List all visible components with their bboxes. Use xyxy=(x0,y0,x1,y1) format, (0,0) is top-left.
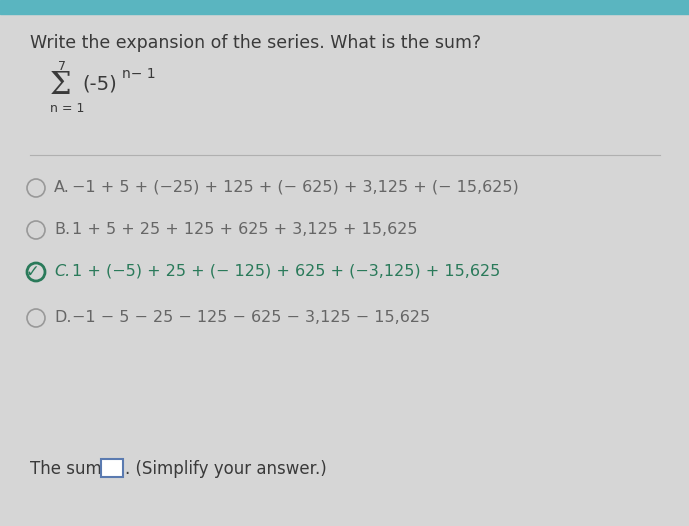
Circle shape xyxy=(27,179,45,197)
Circle shape xyxy=(27,309,45,327)
Text: 1 + (−5) + 25 + (− 125) + 625 + (−3,125) + 15,625: 1 + (−5) + 25 + (− 125) + 625 + (−3,125)… xyxy=(72,264,500,279)
Text: n− 1: n− 1 xyxy=(122,67,156,81)
Text: (-5): (-5) xyxy=(82,74,116,93)
Text: −1 − 5 − 25 − 125 − 625 − 3,125 − 15,625: −1 − 5 − 25 − 125 − 625 − 3,125 − 15,625 xyxy=(72,310,430,325)
Circle shape xyxy=(27,263,45,281)
Text: ✓: ✓ xyxy=(26,263,40,281)
Circle shape xyxy=(27,221,45,239)
Text: . (Simplify your answer.): . (Simplify your answer.) xyxy=(125,460,327,478)
Text: n = 1: n = 1 xyxy=(50,102,84,115)
Text: 7: 7 xyxy=(58,60,66,73)
Text: −1 + 5 + (−25) + 125 + (− 625) + 3,125 + (− 15,625): −1 + 5 + (−25) + 125 + (− 625) + 3,125 +… xyxy=(72,180,519,195)
Text: C.: C. xyxy=(54,264,70,279)
Text: A.: A. xyxy=(54,180,70,195)
Text: B.: B. xyxy=(54,222,70,237)
FancyBboxPatch shape xyxy=(101,459,123,477)
Text: D.: D. xyxy=(54,310,72,325)
Text: Write the expansion of the series. What is the sum?: Write the expansion of the series. What … xyxy=(30,34,481,52)
Text: Σ: Σ xyxy=(50,70,72,101)
Text: The sum is: The sum is xyxy=(30,460,125,478)
Bar xyxy=(0,0,689,14)
Text: 1 + 5 + 25 + 125 + 625 + 3,125 + 15,625: 1 + 5 + 25 + 125 + 625 + 3,125 + 15,625 xyxy=(72,222,418,237)
